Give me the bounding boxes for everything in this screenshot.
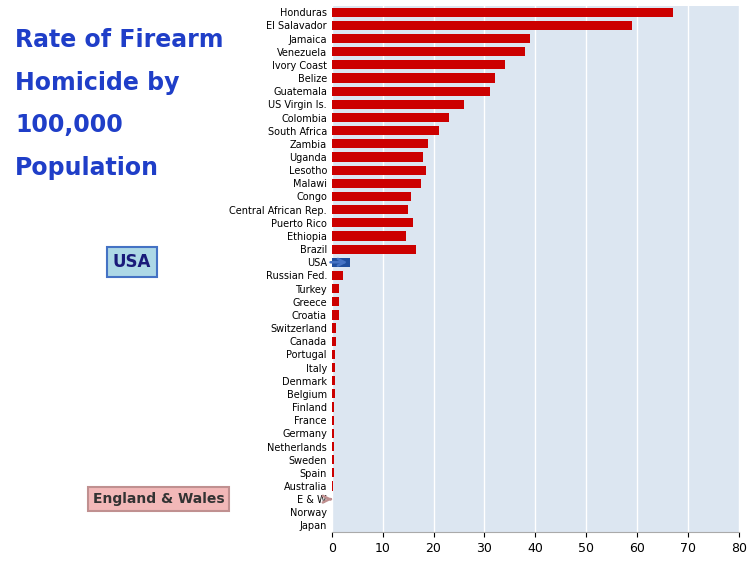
Bar xyxy=(332,21,632,30)
Bar xyxy=(332,284,339,293)
Text: Population: Population xyxy=(15,156,159,179)
Text: England & Wales: England & Wales xyxy=(93,492,224,506)
Bar xyxy=(332,363,336,372)
Text: 100,000: 100,000 xyxy=(15,113,123,137)
Bar xyxy=(332,218,413,228)
Bar xyxy=(332,428,334,438)
Bar xyxy=(332,442,334,451)
Bar xyxy=(332,389,335,398)
Bar xyxy=(332,258,350,267)
Bar xyxy=(332,415,334,425)
Bar xyxy=(332,350,336,359)
Text: Homicide by: Homicide by xyxy=(15,71,179,95)
Bar xyxy=(332,87,489,96)
Bar xyxy=(332,113,449,122)
Bar xyxy=(332,165,426,175)
Bar xyxy=(332,337,336,346)
Bar xyxy=(332,126,439,135)
Bar xyxy=(332,192,411,201)
Bar xyxy=(332,310,339,320)
Bar xyxy=(332,152,424,162)
Bar xyxy=(332,271,343,280)
Bar xyxy=(332,245,415,254)
Bar xyxy=(332,139,428,148)
Bar xyxy=(332,402,334,411)
Bar xyxy=(332,34,530,43)
Text: USA: USA xyxy=(113,253,151,271)
Bar xyxy=(332,455,334,464)
Bar xyxy=(332,297,339,306)
Bar xyxy=(332,231,406,241)
Bar xyxy=(332,100,464,109)
Bar xyxy=(332,47,525,57)
Bar xyxy=(332,468,334,478)
Bar xyxy=(332,60,505,70)
Bar xyxy=(332,74,495,83)
Bar xyxy=(332,481,333,491)
Bar xyxy=(332,179,421,188)
Bar xyxy=(332,323,336,333)
Bar xyxy=(332,376,335,385)
Bar xyxy=(332,7,673,17)
Text: Rate of Firearm: Rate of Firearm xyxy=(15,28,224,52)
Bar xyxy=(332,205,408,215)
